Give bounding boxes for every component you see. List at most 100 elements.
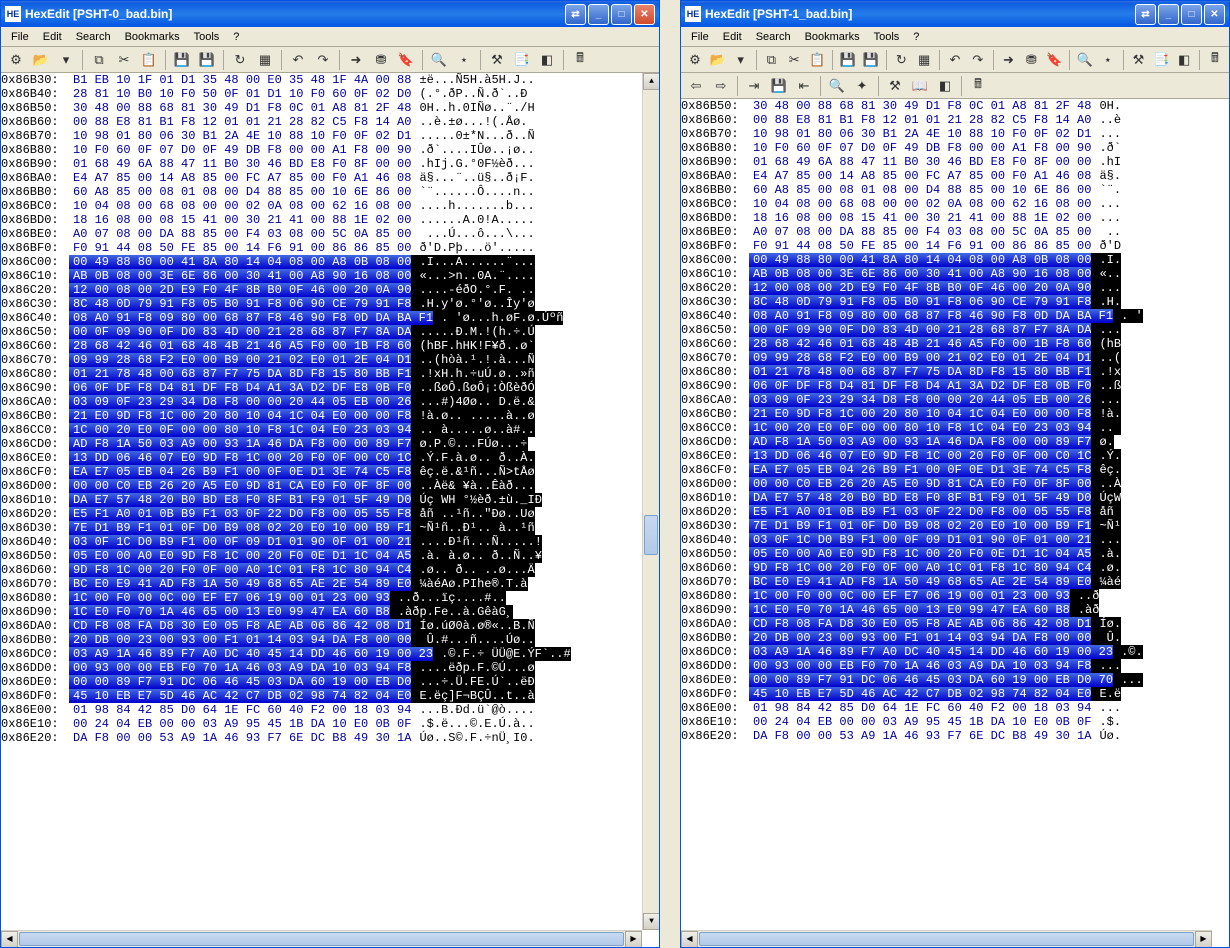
ascii-column[interactable]: ~Ñ¹ñ..Ð¹.. à..¹ñ (411, 521, 534, 535)
hex-row[interactable]: 0x86CA0:03 09 0F 23 29 34 D8 F8 00 00 20… (1, 395, 659, 409)
properties-icon[interactable]: ⚙ (685, 49, 705, 71)
hex-row[interactable]: 0x86CD0:AD F8 1A 50 03 A9 00 93 1A 46 DA… (681, 435, 1229, 449)
hex-row[interactable]: 0x86C90:06 0F DF F8 D4 81 DF F8 D4 A1 3A… (681, 379, 1229, 393)
ascii-column[interactable]: .hI (1091, 155, 1121, 169)
hex-row[interactable]: 0x86D50:05 E0 00 A0 E0 9D F8 1C 00 20 F0… (1, 549, 659, 563)
ascii-column[interactable]: .ø. (1091, 561, 1121, 575)
hex-bytes[interactable]: 30 48 00 88 68 81 30 49 D1 F8 0C 01 A8 8… (749, 99, 1091, 113)
tool2-icon[interactable]: 📑 (511, 49, 533, 71)
hex-bytes[interactable]: 09 99 28 68 F2 E0 00 B9 00 21 02 E0 01 2… (749, 351, 1091, 365)
hex-bytes[interactable]: EA E7 05 EB 04 26 B9 F1 00 0F 0E D1 3E 7… (749, 463, 1091, 477)
menu-?[interactable]: ? (227, 29, 245, 45)
ascii-column[interactable]: Û.#...ñ....Úø.. (411, 633, 534, 647)
ascii-column[interactable]: ¼àéA­ø.PIhe®.T.à (411, 577, 527, 591)
tool1-icon[interactable]: ⚒ (486, 49, 508, 71)
paste-icon[interactable]: 📋 (807, 49, 827, 71)
ascii-column[interactable]: ....h.......b... (411, 199, 534, 213)
ascii-column[interactable]: ..( (1091, 351, 1121, 365)
hex-bytes[interactable]: 60 A8 85 00 08 01 08 00 D4 88 85 00 10 6… (749, 183, 1091, 197)
hex-bytes[interactable]: 45 10 EB E7 5D 46 AC 42 C7 DB 02 98 74 8… (69, 689, 411, 703)
paste-icon[interactable]: 📋 (138, 49, 160, 71)
open-icon[interactable]: 📂 (708, 49, 728, 71)
hex-bytes[interactable]: 28 81 10 B0 10 F0 50 0F 01 D1 10 F0 60 0… (69, 87, 411, 101)
hex-row[interactable]: 0x86C20:12 00 08 00 2D E9 F0 4F 8B B0 0F… (1, 283, 659, 297)
ascii-column[interactable]: ~Ñ¹ (1091, 519, 1121, 533)
export-icon[interactable]: ⇤ (793, 75, 815, 97)
hex-bytes[interactable]: 03 0F 1C D0 B9 F1 00 0F 09 D1 01 90 0F 0… (749, 533, 1091, 547)
ascii-column[interactable]: ..è.±ø...!(.Åø. (411, 115, 534, 129)
calc-icon[interactable]: 🖩 (569, 49, 591, 71)
hex-bytes[interactable]: 03 09 0F 23 29 34 D8 F8 00 00 20 44 05 E… (749, 393, 1091, 407)
hex-bytes[interactable]: 20 DB 00 23 00 93 00 F1 01 14 03 94 DA F… (749, 631, 1091, 645)
properties-icon[interactable]: ⚙ (5, 49, 27, 71)
hex-row[interactable]: 0x86BF0:F0 91 44 08 50 FE 85 00 14 F6 91… (681, 239, 1229, 253)
hex-bytes[interactable]: 10 F0 60 0F 07 D0 0F 49 DB F8 00 00 A1 F… (749, 141, 1091, 155)
hex-row[interactable]: 0x86E10:00 24 04 EB 00 00 03 A9 95 45 1B… (1, 717, 659, 731)
hex-row[interactable]: 0x86CF0:EA E7 05 EB 04 26 B9 F1 00 0F 0E… (1, 465, 659, 479)
hex-bytes[interactable]: A0 07 08 00 DA 88 85 00 F4 03 08 00 5C 0… (749, 225, 1091, 239)
ascii-column[interactable]: ...B.Ðd.ü`@ò.... (411, 703, 534, 717)
ascii-column[interactable]: 0H..h.0IÑø..¨./H (411, 101, 534, 115)
hex-row[interactable]: 0x86CA0:03 09 0F 23 29 34 D8 F8 00 00 20… (681, 393, 1229, 407)
ascii-column[interactable]: .ð`....IÛø..¡ø.. (411, 143, 534, 157)
ascii-column[interactable]: (.°.ðP..Ñ.ð`..Ð (411, 87, 527, 101)
hex-bytes[interactable]: 1C 00 F0 00 0C 00 EF E7 06 19 00 01 23 0… (69, 591, 390, 605)
hex-bytes[interactable]: 1C 00 20 E0 0F 00 00 80 10 F8 1C 04 E0 2… (749, 421, 1091, 435)
hex-bytes[interactable]: 60 A8 85 00 08 01 08 00 D4 88 85 00 10 6… (69, 185, 411, 199)
menu-tools[interactable]: Tools (868, 29, 906, 45)
import-icon[interactable]: ⇥ (743, 75, 765, 97)
hex-bytes[interactable]: 28 68 42 46 01 68 48 4B 21 46 A5 F0 00 1… (69, 339, 411, 353)
hex-bytes[interactable]: E5 F1 A0 01 0B B9 F1 03 0F 22 D0 F8 00 0… (69, 507, 411, 521)
hex-row[interactable]: 0x86C80:01 21 78 48 00 68 87 F7 75 DA 8D… (681, 365, 1229, 379)
hex-row[interactable]: 0x86C50:00 0F 09 90 0F D0 83 4D 00 21 28… (1, 325, 659, 339)
hex-bytes[interactable]: DA E7 57 48 20 B0 BD E8 F0 8F B1 F9 01 5… (749, 491, 1091, 505)
hex-bytes[interactable]: 7E D1 B9 F1 01 0F D0 B9 08 02 20 E0 10 0… (69, 521, 411, 535)
ascii-column[interactable]: åñ ..¹ñ.."Ðø..Uø (411, 507, 534, 521)
scroll-thumb-h[interactable] (699, 932, 1194, 946)
hex-row[interactable]: 0x86D30:7E D1 B9 F1 01 0F D0 B9 08 02 20… (1, 521, 659, 535)
ascii-column[interactable]: ... (1091, 533, 1121, 547)
hex-row[interactable]: 0x86E00:01 98 84 42 85 D0 64 1E FC 60 40… (1, 703, 659, 717)
ascii-column[interactable]: ...#)4Øø.. D.ë.& (411, 395, 534, 409)
hex-bytes[interactable]: DA E7 57 48 20 B0 BD E8 F0 8F B1 F9 01 5… (69, 493, 411, 507)
ascii-column[interactable]: `¨. (1091, 183, 1121, 197)
ascii-column[interactable]: .I...A......¨... (411, 255, 534, 269)
bookmark-icon[interactable]: 🔖 (395, 49, 417, 71)
hex-bytes[interactable]: 9D F8 1C 00 20 F0 0F 00 A0 1C 01 F8 1C 8… (749, 561, 1091, 575)
book-icon[interactable]: 📖 (909, 75, 931, 97)
ascii-column[interactable]: .....Ð.M.!(h.÷.Ú (411, 325, 534, 339)
hex-bytes[interactable]: 45 10 EB E7 5D 46 AC 42 C7 DB 02 98 74 8… (749, 687, 1091, 701)
ascii-column[interactable]: êç.ë.&¹ñ...Ñ>tÅø (411, 465, 534, 479)
titlebar[interactable]: HE HexEdit [PSHT-0_bad.bin] ⇄ _ □ ✕ (1, 1, 659, 27)
hex-bytes[interactable]: 8C 48 0D 79 91 F8 05 B0 91 F8 06 90 CE 7… (69, 297, 411, 311)
hex-bytes[interactable]: E4 A7 85 00 14 A8 85 00 FC A7 85 00 F0 A… (69, 171, 411, 185)
hex-row[interactable]: 0x86DD0:00 93 00 00 EB F0 70 1A 46 03 A9… (681, 659, 1229, 673)
disk-icon[interactable]: ⛃ (370, 49, 392, 71)
bookmark-icon[interactable]: 🔖 (1044, 49, 1064, 71)
copy-icon[interactable]: ⧉ (761, 49, 781, 71)
copy-icon[interactable]: ⧉ (88, 49, 110, 71)
hex-row[interactable]: 0x86DE0:00 00 89 F7 91 DC 06 46 45 03 DA… (681, 673, 1229, 687)
hex-row[interactable]: 0x86E20:DA F8 00 00 53 A9 1A 46 93 F7 6E… (1, 731, 659, 745)
hex-bytes[interactable]: 1C 00 20 E0 0F 00 00 80 10 F8 1C 04 E0 2… (69, 423, 411, 437)
hex-row[interactable]: 0x86B40:28 81 10 B0 10 F0 50 0F 01 D1 10… (1, 87, 659, 101)
ascii-column[interactable]: åñ (1091, 505, 1121, 519)
hex-bytes[interactable]: 05 E0 00 A0 E0 9D F8 1C 00 20 F0 0E D1 1… (69, 549, 411, 563)
maximize-button[interactable]: □ (611, 4, 632, 25)
hex-row[interactable]: 0x86C30:8C 48 0D 79 91 F8 05 B0 91 F8 06… (1, 297, 659, 311)
hex-bytes[interactable]: 00 00 C0 EB 26 20 A5 E0 9D 81 CA E0 F0 0… (749, 477, 1091, 491)
star-icon[interactable]: ✦ (851, 75, 873, 97)
ascii-column[interactable]: .à. à.ø.. ð..Ñ..¥ (411, 549, 541, 563)
hex-bytes[interactable]: 00 93 00 00 EB F0 70 1A 46 03 A9 DA 10 0… (749, 659, 1091, 673)
menu-tools[interactable]: Tools (188, 29, 226, 45)
refresh-icon[interactable]: ↻ (891, 49, 911, 71)
hex-bytes[interactable]: 13 DD 06 46 07 E0 9D F8 1C 00 20 F0 0F 0… (69, 451, 411, 465)
hex-bytes[interactable]: 10 04 08 00 68 08 00 00 02 0A 08 00 62 1… (69, 199, 411, 213)
ascii-column[interactable]: ... (1091, 197, 1121, 211)
panel-icon[interactable]: ◧ (934, 75, 956, 97)
ascii-column[interactable]: .. (1091, 225, 1121, 239)
ascii-column[interactable]: ... (1091, 281, 1121, 295)
ascii-column[interactable]: .Ý.F.à.ø.. ð..À. (411, 451, 534, 465)
ascii-column[interactable]: `¨......Ô....n.. (411, 185, 534, 199)
hex-bytes[interactable]: 08 A0 91 F8 09 80 00 68 87 F8 46 90 F8 0… (749, 309, 1113, 323)
